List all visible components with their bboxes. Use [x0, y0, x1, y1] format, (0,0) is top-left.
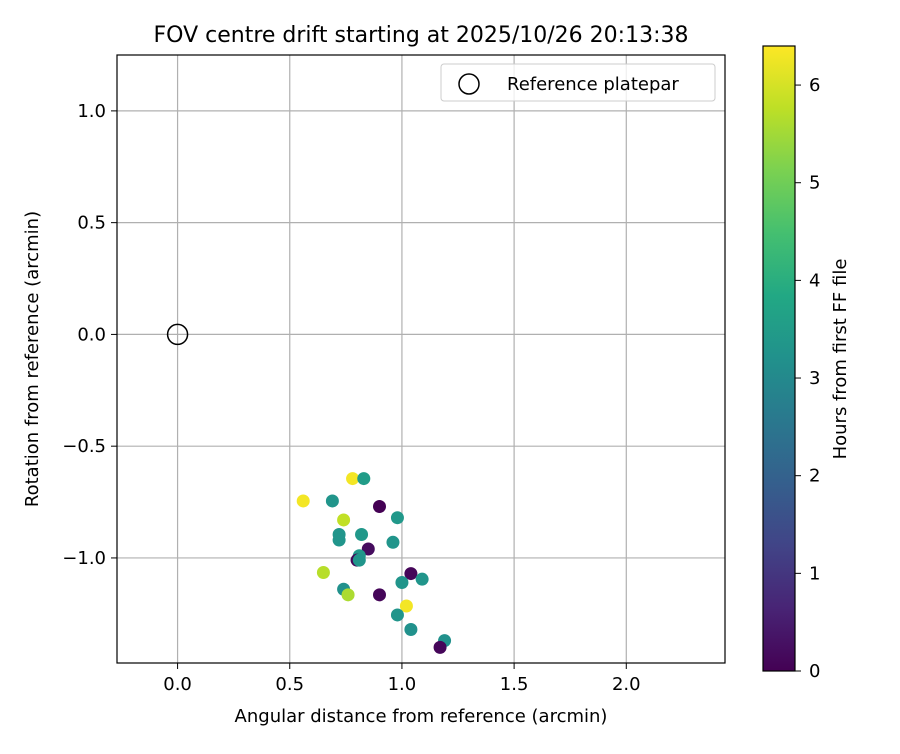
data-point [346, 472, 360, 486]
data-point [325, 494, 339, 508]
x-axis-label: Angular distance from reference (arcmin) [235, 706, 608, 727]
y-tick-label: 0.5 [77, 213, 106, 234]
data-point [332, 533, 346, 547]
data-point [433, 640, 447, 654]
y-tick-label: 1.0 [77, 101, 106, 122]
legend: Reference platepar [440, 63, 716, 102]
data-point [341, 588, 355, 602]
data-point [372, 588, 386, 602]
colorbar-tick-label: 3 [809, 368, 820, 389]
colorbar-tick-label: 5 [809, 173, 820, 194]
colorbar-tick-label: 6 [809, 75, 820, 96]
legend-marker-reference [458, 73, 480, 95]
data-point [316, 565, 330, 579]
x-tick-label: 0.0 [163, 674, 192, 695]
data-point [404, 567, 418, 581]
data-point [395, 576, 409, 590]
x-tick-label: 0.5 [275, 674, 304, 695]
legend-label-reference: Reference platepar [507, 74, 679, 95]
data-point [372, 500, 386, 514]
grid [117, 55, 725, 663]
colorbar-ticks: 0 1 2 3 4 5 6 [795, 75, 820, 682]
data-point [404, 622, 418, 636]
data-point [390, 511, 404, 525]
colorbar-tick-label: 4 [809, 270, 820, 291]
x-tick-label: 2.0 [612, 674, 641, 695]
x-axis-ticks: 0.0 0.5 1.0 1.5 2.0 [163, 663, 641, 695]
data-point [337, 513, 351, 527]
x-tick-label: 1.5 [500, 674, 529, 695]
colorbar-gradient [762, 45, 796, 672]
legend-box [440, 63, 716, 102]
x-tick-label: 1.0 [388, 674, 417, 695]
data-points [296, 472, 452, 654]
data-point [352, 553, 366, 567]
y-axis-ticks: 1.0 0.5 0.0 −0.5 −1.0 [62, 101, 117, 569]
colorbar-tick-label: 2 [809, 466, 820, 487]
chart-title: FOV centre drift starting at 2025/10/26 … [154, 23, 689, 48]
data-point [415, 572, 429, 586]
data-point [361, 542, 375, 556]
data-point [355, 527, 369, 541]
reference-point-marker [166, 323, 189, 346]
y-tick-label: −0.5 [62, 436, 106, 457]
colorbar-tick-label: 0 [809, 661, 820, 682]
colorbar: 0 1 2 3 4 5 6 Hours from first FF file [762, 45, 851, 682]
y-tick-label: 0.0 [77, 324, 106, 345]
plot-frame [116, 54, 726, 664]
data-point [386, 535, 400, 549]
colorbar-label: Hours from first FF file [830, 259, 851, 460]
data-point [399, 599, 413, 613]
data-point [357, 472, 371, 486]
colorbar-tick-label: 1 [809, 563, 820, 584]
data-point [390, 608, 404, 622]
y-axis-label: Rotation from reference (arcmin) [22, 211, 43, 507]
data-point [296, 494, 310, 508]
y-tick-label: −1.0 [62, 548, 106, 569]
